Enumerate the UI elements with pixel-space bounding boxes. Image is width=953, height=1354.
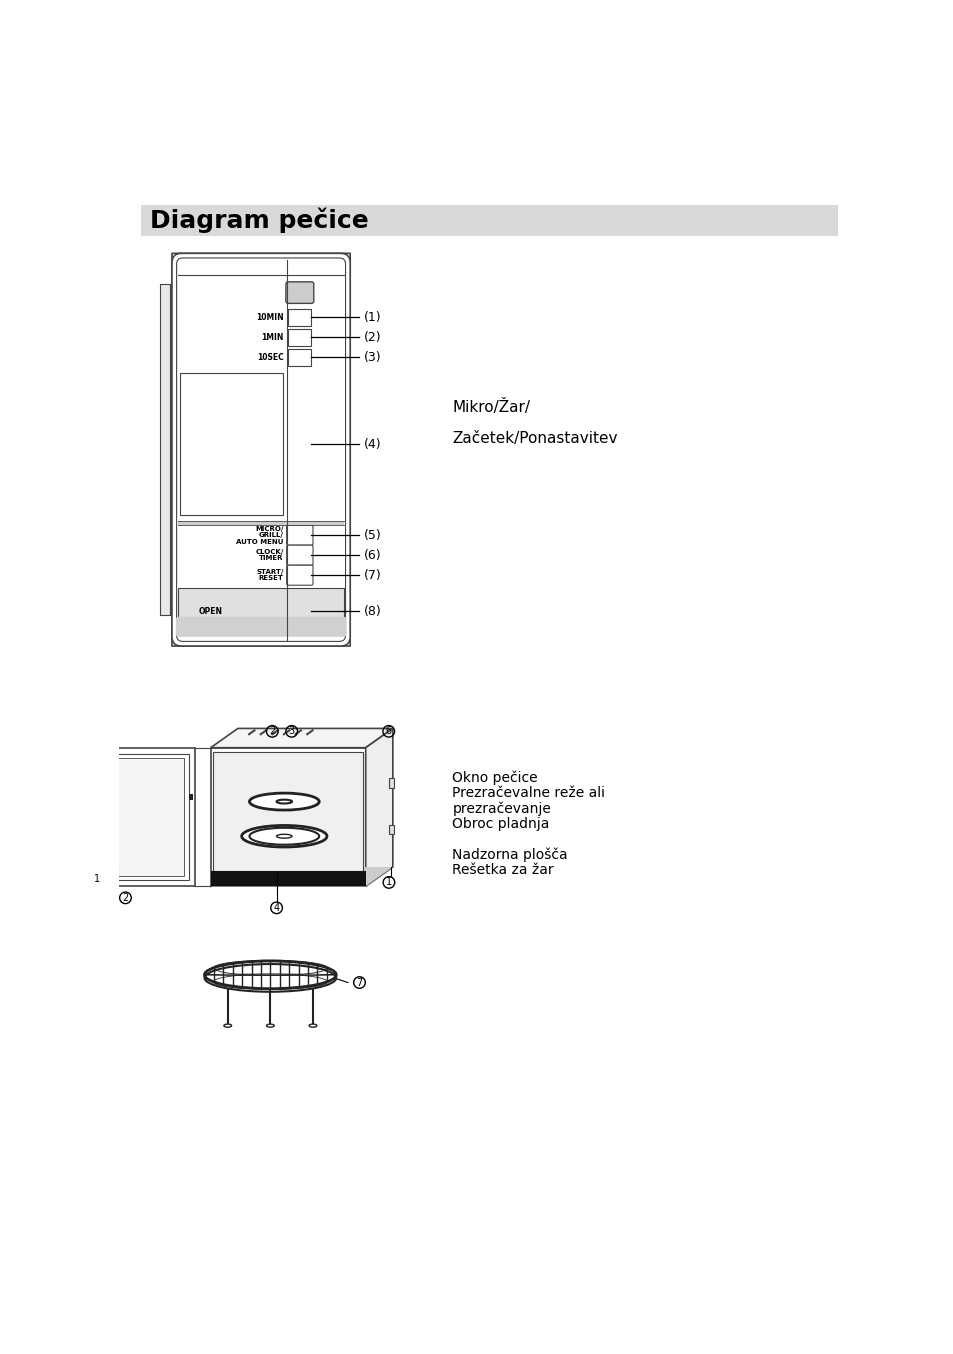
FancyBboxPatch shape xyxy=(286,546,313,565)
Text: Začetek/Ponastavitev: Začetek/Ponastavitev xyxy=(452,431,618,445)
Ellipse shape xyxy=(204,961,335,988)
Text: (3): (3) xyxy=(364,351,381,364)
Ellipse shape xyxy=(224,1024,232,1028)
FancyBboxPatch shape xyxy=(286,282,314,303)
Text: 6: 6 xyxy=(385,726,392,737)
Text: Mikro/Žar/: Mikro/Žar/ xyxy=(452,399,530,416)
Text: 10SEC: 10SEC xyxy=(256,353,283,362)
Text: Rešetka za žar: Rešetka za žar xyxy=(452,864,554,877)
Text: Obroc pladnja: Obroc pladnja xyxy=(452,816,549,831)
Bar xyxy=(211,747,365,887)
Bar xyxy=(179,372,282,515)
Text: 1: 1 xyxy=(93,873,100,884)
Text: START/
RESET: START/ RESET xyxy=(256,569,283,581)
Text: (7): (7) xyxy=(364,569,381,582)
Text: 2: 2 xyxy=(122,892,129,903)
Bar xyxy=(189,793,193,800)
Ellipse shape xyxy=(276,834,292,838)
Text: 7: 7 xyxy=(356,978,362,987)
Text: OPEN: OPEN xyxy=(198,607,222,616)
FancyBboxPatch shape xyxy=(175,617,346,636)
Bar xyxy=(211,871,365,887)
Text: Okno pečice: Okno pečice xyxy=(452,770,537,785)
Text: 10MIN: 10MIN xyxy=(255,313,283,322)
Bar xyxy=(288,329,311,345)
Ellipse shape xyxy=(249,793,319,810)
Bar xyxy=(389,779,394,788)
Bar xyxy=(178,521,344,525)
Text: (4): (4) xyxy=(364,437,381,451)
Bar xyxy=(288,349,311,366)
Ellipse shape xyxy=(266,1024,274,1028)
Text: (8): (8) xyxy=(364,605,381,617)
Text: (6): (6) xyxy=(364,548,381,562)
Text: 3: 3 xyxy=(289,726,294,737)
Polygon shape xyxy=(365,728,393,887)
Bar xyxy=(159,284,170,615)
FancyBboxPatch shape xyxy=(172,253,350,646)
Bar xyxy=(389,825,394,834)
FancyBboxPatch shape xyxy=(286,525,313,546)
Polygon shape xyxy=(211,867,393,887)
Bar xyxy=(178,588,344,635)
Text: Nadzorna plošča: Nadzorna plošča xyxy=(452,848,568,862)
Text: 1MIN: 1MIN xyxy=(261,333,283,341)
Text: Diagram pečice: Diagram pečice xyxy=(150,207,369,233)
FancyBboxPatch shape xyxy=(286,565,313,585)
Text: 1: 1 xyxy=(385,877,392,887)
Text: (1): (1) xyxy=(364,311,381,324)
Text: Prezračevalne reže ali: Prezračevalne reže ali xyxy=(452,787,605,800)
Text: CLOCK/
TIMER: CLOCK/ TIMER xyxy=(255,548,283,562)
FancyBboxPatch shape xyxy=(176,259,345,642)
Bar xyxy=(106,747,195,887)
Text: prezračevanje: prezračevanje xyxy=(452,802,551,816)
Text: (2): (2) xyxy=(364,330,381,344)
Ellipse shape xyxy=(309,1024,316,1028)
Ellipse shape xyxy=(241,826,327,848)
Text: 2: 2 xyxy=(269,726,275,737)
Bar xyxy=(141,204,838,236)
FancyBboxPatch shape xyxy=(172,253,350,646)
Text: 4: 4 xyxy=(274,903,279,913)
Bar xyxy=(117,758,184,876)
Text: (5): (5) xyxy=(364,528,381,542)
Bar xyxy=(112,869,118,876)
Bar xyxy=(112,754,189,880)
Bar xyxy=(213,751,363,871)
Polygon shape xyxy=(211,728,393,747)
Bar xyxy=(288,309,311,326)
Ellipse shape xyxy=(276,800,292,803)
Text: MICRO/
GRILL/
AUTO MENU: MICRO/ GRILL/ AUTO MENU xyxy=(236,525,283,544)
Ellipse shape xyxy=(249,827,319,845)
